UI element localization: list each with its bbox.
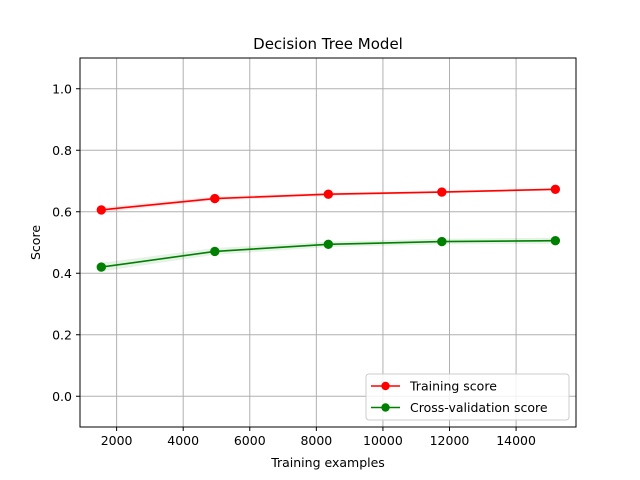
score-bands <box>101 188 556 272</box>
y-tick-label: 1.0 <box>52 81 72 96</box>
legend-box <box>365 373 570 421</box>
y-tick-label: 0.8 <box>52 143 72 158</box>
axis-ticks: 2000 4000 6000 8000 10000 12000 14000 0.0 0.2 0.4… <box>52 81 536 448</box>
x-tick-label: 8000 <box>300 433 332 448</box>
y-axis-label: Score <box>28 225 43 260</box>
data-point <box>550 235 561 246</box>
data-point <box>437 187 447 197</box>
data-point <box>96 262 107 272</box>
legend-marker <box>381 381 390 391</box>
y-tick-label: 0.2 <box>52 327 72 342</box>
data-point <box>437 236 447 247</box>
legend-label: Cross-validation score <box>410 400 548 415</box>
y-tick-label: 0.6 <box>52 204 72 219</box>
series-markers <box>96 184 561 272</box>
legend-label: Training score <box>409 379 497 394</box>
x-tick-label: 12000 <box>430 433 470 448</box>
data-point <box>550 184 561 195</box>
x-tick-label: 4000 <box>167 433 199 448</box>
y-tick-label: 0.4 <box>52 266 72 281</box>
data-point <box>96 205 107 215</box>
data-point <box>323 189 334 199</box>
legend-entries: Training score Cross-validation score <box>371 379 548 415</box>
y-tick-label: 0.0 <box>52 389 72 404</box>
data-point <box>210 193 220 204</box>
legend-marker <box>381 403 390 412</box>
data-point <box>210 246 220 257</box>
legend: Training score Cross-validation score <box>365 373 570 421</box>
x-tick-label: 6000 <box>234 433 266 448</box>
x-tick-label: 2000 <box>101 433 133 448</box>
x-tick-label: 14000 <box>496 433 536 448</box>
plot-frame <box>79 57 577 428</box>
chart-title: Decision Tree Model <box>253 35 403 53</box>
x-axis-label: Training examples <box>270 455 385 470</box>
x-tick-label: 10000 <box>363 433 403 448</box>
data-point <box>323 239 334 250</box>
